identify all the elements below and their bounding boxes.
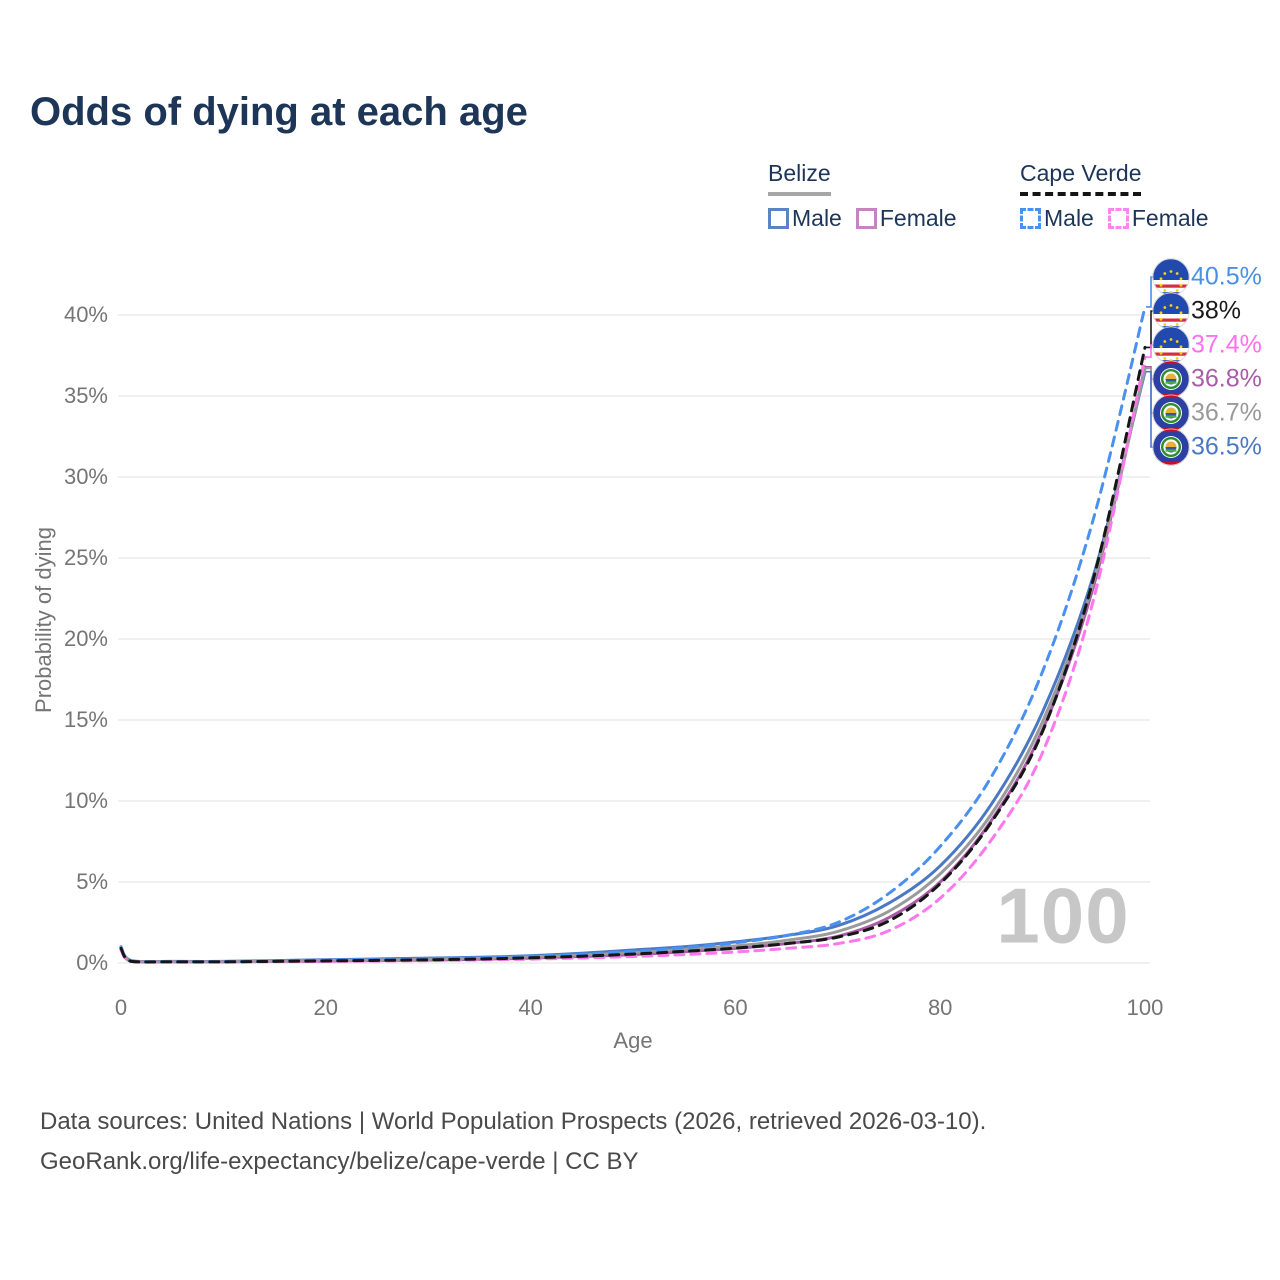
y-axis-title: Probability of dying xyxy=(31,527,56,713)
chart-title: Odds of dying at each age xyxy=(30,90,528,134)
data-sources-text: Data sources: United Nations | World Pop… xyxy=(40,1108,987,1135)
series-line-cape-verde-total xyxy=(119,345,1147,964)
legend-label: Male xyxy=(1044,205,1094,231)
legend-item-cape-verde-female: Female xyxy=(1107,205,1209,232)
cape-verde-flag-icon xyxy=(1152,258,1190,296)
end-label-value-belize-female: 36.8% xyxy=(1191,364,1262,393)
y-tick-label: 30% xyxy=(63,464,108,489)
series-line-belize-male xyxy=(119,370,1147,964)
end-label-value-cape-verde-male: 40.5% xyxy=(1191,262,1262,291)
series-line-belize-female xyxy=(119,365,1147,964)
age-watermark: 100 xyxy=(996,871,1130,960)
y-tick-label: 35% xyxy=(63,383,108,408)
x-tick-label: 60 xyxy=(723,995,748,1020)
legend-items-belize: Male Female xyxy=(768,205,957,232)
y-tick-label: 10% xyxy=(63,788,108,813)
x-axis-title: Age xyxy=(613,1028,653,1053)
series-line-belize-total xyxy=(119,367,1147,964)
cape-verde-male-swatch-icon xyxy=(1020,208,1041,229)
cape-verde-flag-icon xyxy=(1152,292,1190,330)
x-tick-label: 20 xyxy=(313,995,339,1020)
legend-item-cape-verde-male: Male xyxy=(1020,205,1094,232)
end-label-value-belize-total: 36.7% xyxy=(1191,398,1262,427)
series-line-cape-verde-female xyxy=(119,355,1147,964)
belize-female-swatch-icon xyxy=(855,208,877,229)
y-tick-label: 25% xyxy=(63,545,108,570)
x-tick-label: 40 xyxy=(518,995,543,1020)
attribution-text: GeoRank.org/life-expectancy/belize/cape-… xyxy=(40,1148,639,1175)
legend-item-belize-female: Female xyxy=(855,205,957,232)
x-tick-label: 80 xyxy=(927,995,953,1020)
legend-label: Female xyxy=(1131,205,1209,231)
legend-label: Male xyxy=(792,205,842,231)
cape-verde-flag-icon xyxy=(1152,326,1190,364)
legend-group-cape-verde: Cape Verde Male Female xyxy=(1020,160,1209,232)
x-tick-label: 100 xyxy=(1126,995,1164,1020)
y-tick-label: 5% xyxy=(76,869,108,894)
y-tick-label: 40% xyxy=(63,302,108,327)
legend-label: Female xyxy=(879,205,957,231)
end-label-value-belize-male: 36.5% xyxy=(1191,432,1262,461)
legend-header-cape-verde: Cape Verde xyxy=(1020,160,1142,196)
y-tick-label: 0% xyxy=(76,950,108,975)
x-tick-label: 0 xyxy=(114,995,128,1020)
legend-items-cape-verde: Male Female xyxy=(1020,205,1209,232)
legend-item-belize-male: Male xyxy=(768,205,842,232)
legend-group-belize: Belize Male Female xyxy=(768,160,957,232)
belize-flag-icon xyxy=(1152,360,1190,398)
cape-verde-female-swatch-icon xyxy=(1107,208,1129,229)
belize-flag-icon xyxy=(1152,394,1190,432)
belize-flag-icon xyxy=(1152,428,1190,466)
legend-header-belize: Belize xyxy=(768,160,831,196)
end-label-value-cape-verde-total: 38% xyxy=(1191,296,1242,325)
belize-male-swatch-icon xyxy=(768,208,789,229)
series-line-cape-verde-male xyxy=(119,305,1147,964)
y-tick-label: 15% xyxy=(63,707,108,732)
y-tick-label: 20% xyxy=(63,626,108,651)
end-label-value-cape-verde-female: 37.4% xyxy=(1191,330,1262,359)
